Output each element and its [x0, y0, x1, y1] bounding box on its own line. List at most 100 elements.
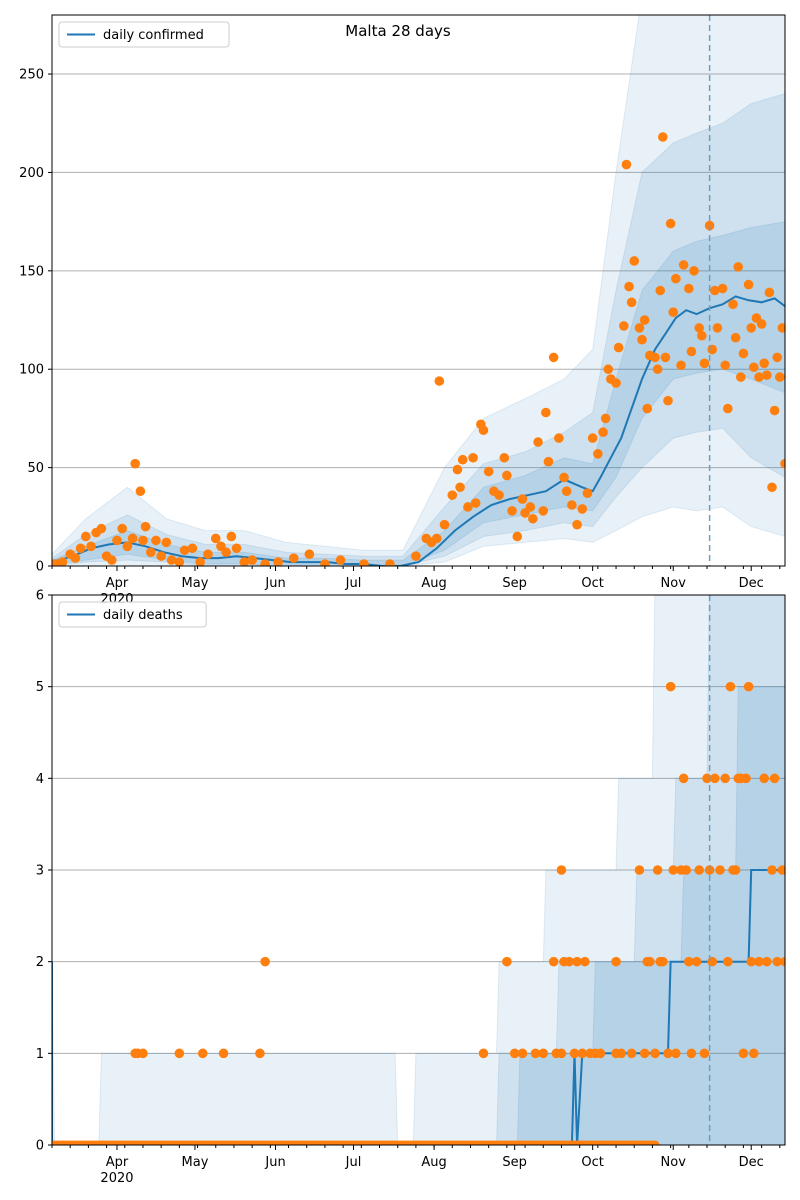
observed-point — [541, 407, 551, 418]
observed-point — [671, 1048, 681, 1059]
plot-area — [52, 595, 785, 1145]
observed-point — [587, 433, 598, 443]
observed-point — [676, 360, 686, 371]
x-tick-label: Nov — [661, 1155, 687, 1170]
observed-point — [769, 405, 780, 416]
observed-point — [600, 413, 611, 424]
observed-point — [629, 256, 640, 266]
observed-point — [655, 285, 666, 296]
plot-area — [52, 15, 785, 566]
x-tick-label: Dec — [739, 576, 764, 591]
observed-point — [530, 1048, 541, 1059]
observed-point — [746, 323, 757, 333]
observed-point — [455, 482, 465, 493]
observed-point — [707, 956, 718, 967]
observed-point — [52, 559, 60, 566]
observed-point — [671, 273, 681, 284]
x-tick-label: May — [182, 576, 209, 591]
observed-point — [738, 348, 749, 359]
observed-point — [652, 865, 663, 875]
legend: daily confirmed — [58, 21, 230, 48]
observed-point — [730, 865, 741, 875]
observed-point — [772, 956, 783, 967]
observed-point — [645, 956, 655, 967]
model-line — [52, 295, 785, 566]
observed-point — [616, 1048, 627, 1059]
observed-point — [756, 319, 767, 329]
observed-point — [626, 1048, 637, 1059]
observed-point — [658, 956, 668, 967]
observed-point — [663, 395, 673, 406]
observed-point — [179, 545, 190, 556]
legend-label: daily deaths — [103, 608, 183, 623]
y-tick-label: 200 — [19, 166, 44, 181]
observed-point — [439, 519, 450, 530]
observed-point — [689, 266, 699, 276]
x-tick-label: Sep — [502, 576, 527, 591]
observed-point — [658, 132, 668, 142]
observed-point — [130, 458, 140, 469]
observed-point — [161, 537, 172, 548]
observed-point — [112, 535, 122, 546]
observed-point — [650, 1048, 660, 1059]
observed-point — [650, 1140, 660, 1145]
observed-point — [187, 543, 198, 554]
observed-point — [678, 773, 689, 784]
observed-point — [494, 490, 504, 500]
observed-point — [593, 449, 603, 459]
observed-point — [174, 557, 185, 566]
observed-point — [710, 285, 720, 296]
x-tick-label: May — [182, 1155, 209, 1170]
observed-point — [138, 1048, 148, 1059]
observed-point — [151, 535, 161, 546]
axes-frame — [51, 14, 786, 567]
observed-point — [767, 865, 777, 875]
observed-point — [660, 352, 671, 363]
observed-point — [720, 360, 731, 371]
observed-point — [707, 344, 718, 355]
observed-point — [712, 323, 723, 333]
observed-point — [80, 531, 91, 542]
x-tick-label: Jul — [345, 1155, 362, 1170]
x-tick-label: Jun — [264, 1155, 285, 1170]
observed-point — [634, 323, 645, 333]
observed-point — [470, 498, 481, 508]
observed-point — [567, 500, 577, 510]
observed-point — [728, 299, 738, 310]
observed-point — [746, 956, 757, 967]
observed-point — [502, 470, 512, 481]
observed-point — [754, 372, 764, 382]
observed-point — [684, 956, 694, 967]
y-tick-label: 0 — [36, 560, 44, 575]
y-tick-label: 4 — [36, 772, 44, 787]
observed-point — [564, 956, 575, 967]
observed-point — [260, 956, 270, 967]
observed-point — [70, 553, 81, 563]
observed-point — [736, 372, 746, 382]
observed-point — [723, 403, 733, 414]
observed-point — [452, 464, 463, 475]
observed-point — [203, 549, 213, 559]
observed-point — [273, 557, 283, 566]
observed-point — [538, 506, 549, 516]
observed-point — [247, 555, 257, 565]
observed-point — [260, 559, 270, 566]
observed-point — [548, 352, 559, 363]
observed-point — [138, 535, 148, 546]
observed-point — [197, 1048, 208, 1059]
x-tick-label: Sep — [502, 1155, 527, 1170]
interval-band-outer — [52, 595, 785, 1145]
observed-point — [720, 773, 731, 784]
observed-point — [226, 531, 237, 542]
observed-point — [717, 283, 728, 294]
observed-point — [663, 1048, 673, 1059]
observed-point — [767, 482, 777, 493]
y-tick-label: 50 — [27, 461, 44, 476]
observed-point — [447, 490, 458, 500]
observed-point — [762, 370, 772, 380]
observed-point — [156, 551, 166, 561]
observed-point — [769, 773, 780, 784]
observed-point — [335, 555, 346, 565]
